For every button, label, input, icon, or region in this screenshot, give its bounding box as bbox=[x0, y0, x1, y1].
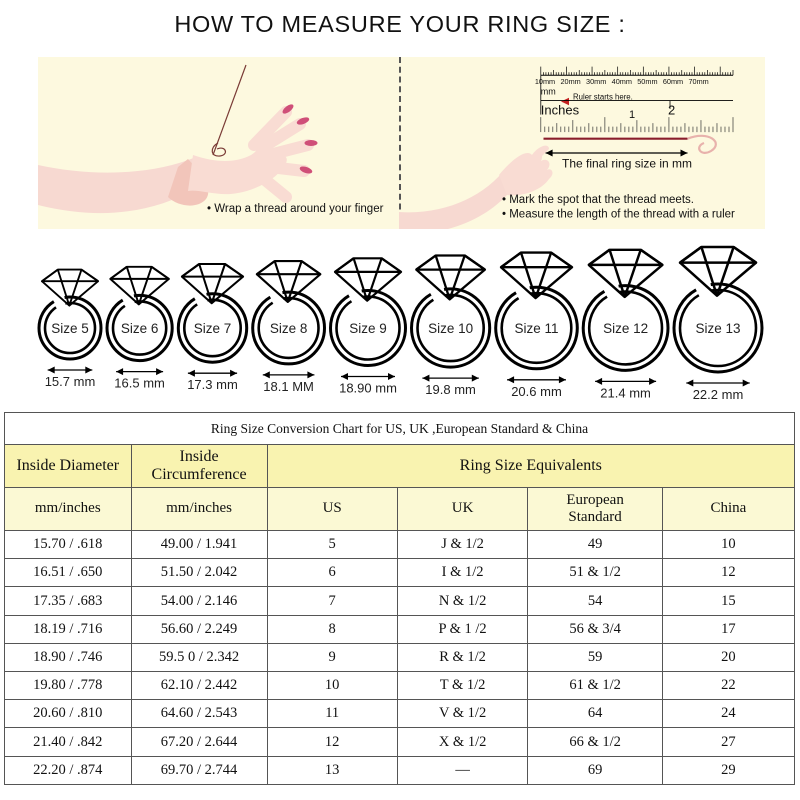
svg-text:Size 10: Size 10 bbox=[428, 321, 473, 336]
svg-text:Size 13: Size 13 bbox=[695, 321, 740, 336]
svg-text:Size 6: Size 6 bbox=[121, 321, 159, 336]
svg-text:18.90 mm: 18.90 mm bbox=[339, 381, 397, 396]
svg-text:Size 9: Size 9 bbox=[349, 321, 387, 336]
svg-text:Size 8: Size 8 bbox=[270, 321, 308, 336]
svg-text:20.6 mm: 20.6 mm bbox=[511, 384, 562, 399]
svg-text:15.7 mm: 15.7 mm bbox=[45, 374, 96, 389]
svg-text:19.8 mm: 19.8 mm bbox=[425, 382, 476, 397]
svg-text:Size 5: Size 5 bbox=[51, 321, 89, 336]
svg-text:Size 11: Size 11 bbox=[514, 321, 558, 336]
svg-text:16.5 mm: 16.5 mm bbox=[114, 376, 165, 391]
svg-text:Size 12: Size 12 bbox=[603, 321, 648, 336]
svg-text:Size 7: Size 7 bbox=[194, 321, 232, 336]
svg-text:18.1 MM: 18.1 MM bbox=[263, 379, 314, 394]
svg-text:21.4 mm: 21.4 mm bbox=[600, 385, 651, 400]
svg-text:17.3 mm: 17.3 mm bbox=[187, 377, 238, 392]
svg-text:22.2 mm: 22.2 mm bbox=[693, 387, 744, 400]
